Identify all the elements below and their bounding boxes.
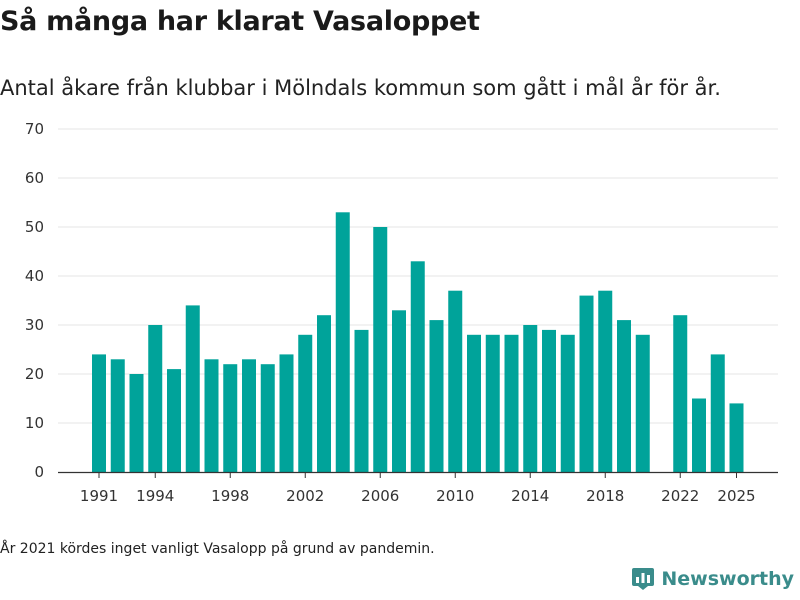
brand-logo: Newsworthy [632, 568, 794, 590]
bar-2013 [504, 334, 519, 472]
y-tick-label: 0 [34, 463, 44, 481]
bar-1997 [204, 359, 219, 472]
y-tick-label: 70 [25, 120, 44, 138]
bar-2010 [448, 290, 463, 472]
chart-title: Så många har klarat Vasaloppet [0, 6, 480, 37]
bar-2001 [279, 354, 294, 472]
bar-1996 [185, 305, 200, 472]
bar-2003 [317, 315, 331, 472]
bar-2017 [579, 295, 594, 472]
x-tick-label: 2006 [361, 487, 399, 505]
bar-1995 [167, 369, 181, 472]
x-tick-label: 2018 [586, 487, 624, 505]
bar-2025 [729, 403, 744, 472]
bar-2012 [485, 334, 500, 472]
bar-2020 [635, 334, 650, 472]
x-tick-label: 2014 [511, 487, 549, 505]
bar-2011 [467, 334, 481, 472]
x-tick-label: 2025 [717, 487, 755, 505]
bar-2004 [335, 212, 350, 473]
bar-2015 [542, 329, 556, 472]
x-tick-label: 2022 [661, 487, 699, 505]
bar-2005 [354, 329, 369, 472]
brand-name: Newsworthy [661, 568, 794, 590]
bar-2008 [410, 261, 425, 472]
y-tick-label: 30 [25, 316, 44, 334]
bar-2002 [298, 334, 313, 472]
y-tick-label: 50 [25, 218, 44, 236]
x-tick-label: 2010 [436, 487, 474, 505]
x-tick-label: 1991 [80, 487, 118, 505]
bar-1993 [129, 374, 144, 472]
bar-1998 [223, 364, 238, 472]
bar-2016 [560, 334, 575, 472]
bar-1999 [242, 359, 256, 472]
x-tick-label: 1994 [136, 487, 174, 505]
bar-2009 [429, 320, 444, 472]
bar-2019 [617, 320, 631, 472]
chart-subtitle: Antal åkare från klubbar i Mölndals komm… [0, 76, 721, 100]
y-tick-label: 10 [25, 414, 44, 432]
x-tick-label: 2002 [286, 487, 324, 505]
bar-2007 [392, 310, 406, 472]
footnote: År 2021 kördes inget vanligt Vasalopp på… [0, 541, 435, 557]
bar-2023 [692, 398, 706, 472]
y-tick-label: 40 [25, 267, 44, 285]
bar-2006 [373, 227, 388, 472]
bar-chart-logo-icon [632, 568, 655, 590]
bar-1992 [110, 359, 125, 472]
bar-2018 [598, 290, 613, 472]
y-tick-label: 20 [25, 365, 44, 383]
bar-chart: 0 10 20 30 40 50 60 70 1991 1994 1998 2002 2006 2010 2… [25, 120, 778, 505]
y-tick-label: 60 [25, 169, 44, 187]
x-tick-label: 1998 [211, 487, 249, 505]
bar-2014 [523, 325, 538, 472]
bar-2024 [710, 354, 725, 472]
bar-2000 [260, 364, 275, 472]
bar-1991 [92, 354, 106, 472]
bar-1994 [148, 325, 163, 472]
bar-2022 [673, 315, 688, 472]
